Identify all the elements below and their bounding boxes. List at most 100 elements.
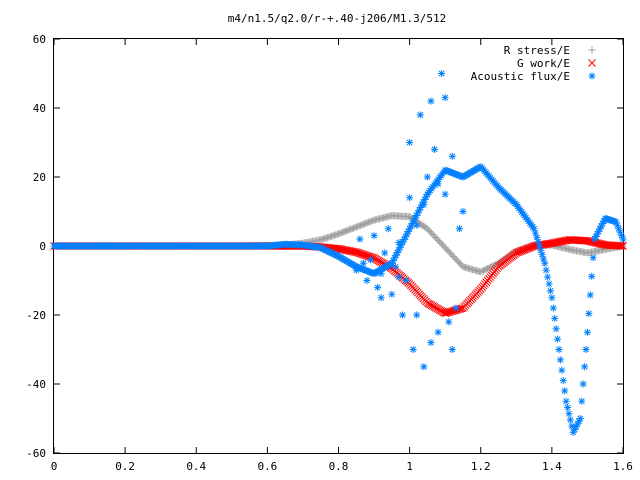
data-point — [619, 242, 627, 250]
data-point — [448, 346, 456, 353]
data-point — [617, 242, 626, 250]
data-point — [381, 249, 389, 257]
data-point — [431, 145, 439, 153]
data-point — [551, 314, 559, 322]
data-point — [581, 363, 589, 371]
y-tick-label: -20 — [26, 309, 46, 322]
data-point — [513, 248, 522, 257]
x-tick-label: 1.4 — [542, 460, 562, 473]
data-point — [558, 366, 566, 374]
y-tick-label: -40 — [26, 378, 46, 391]
series-2 — [50, 163, 627, 436]
data-point — [548, 294, 556, 302]
legend-marker — [588, 72, 596, 80]
data-point — [545, 280, 553, 288]
x-tick-label: 0.8 — [329, 460, 349, 473]
data-point — [357, 250, 366, 258]
data-point — [406, 194, 414, 202]
x-tick-label: 0.6 — [257, 460, 277, 473]
data-point — [566, 416, 574, 424]
data-point — [416, 111, 424, 119]
data-point — [384, 225, 392, 233]
data-point — [360, 251, 369, 259]
data-point — [413, 221, 421, 229]
data-point — [399, 311, 407, 319]
data-point — [562, 397, 570, 405]
data-point — [455, 225, 463, 233]
data-point — [395, 239, 403, 247]
data-point — [434, 180, 442, 188]
data-point — [552, 325, 560, 333]
data-point — [366, 252, 374, 261]
data-point — [520, 245, 529, 254]
data-point — [588, 272, 596, 280]
data-point — [359, 259, 367, 267]
y-tick-label: 60 — [33, 33, 46, 46]
y-tick-label: 40 — [33, 102, 46, 115]
data-point — [356, 249, 365, 258]
data-point — [526, 243, 534, 252]
data-point — [434, 328, 442, 336]
data-point — [353, 248, 362, 257]
data-point — [423, 173, 431, 181]
legend-label: Acoustic flux/E — [471, 70, 570, 83]
data-point — [359, 250, 367, 259]
y-tick-label: 0 — [39, 240, 46, 253]
data-point — [406, 139, 414, 146]
data-point — [549, 304, 557, 312]
data-point — [377, 270, 385, 278]
data-point — [556, 356, 564, 364]
data-point — [448, 152, 456, 160]
data-point — [441, 190, 449, 198]
data-point — [544, 273, 552, 281]
plot-area — [50, 70, 627, 436]
data-point — [409, 346, 417, 353]
data-point — [512, 249, 521, 257]
data-point — [402, 277, 410, 284]
data-point — [565, 410, 573, 418]
data-point — [554, 335, 562, 343]
data-point — [578, 397, 586, 405]
data-point — [352, 266, 360, 274]
data-point — [356, 235, 364, 243]
data-point — [523, 244, 532, 253]
data-point — [515, 247, 523, 256]
data-point — [582, 346, 590, 353]
data-point — [586, 291, 594, 299]
data-point — [367, 256, 375, 264]
x-tick-label: 0.4 — [186, 460, 206, 473]
data-point — [524, 244, 533, 252]
data-point — [541, 259, 549, 267]
data-point — [420, 363, 428, 371]
data-point — [459, 208, 467, 215]
data-point — [438, 70, 446, 77]
data-point — [377, 294, 385, 302]
data-point — [519, 246, 528, 255]
x-tick-label: 0 — [51, 460, 58, 473]
data-point — [395, 273, 403, 281]
data-point — [589, 254, 597, 262]
data-point — [616, 241, 625, 250]
data-point — [522, 245, 530, 254]
data-point — [374, 283, 382, 291]
data-point — [363, 277, 371, 284]
legend-label: G work/E — [517, 57, 570, 70]
data-point — [420, 201, 428, 209]
legend-marker — [588, 59, 596, 67]
data-point — [564, 403, 572, 411]
data-point — [370, 232, 378, 240]
data-point — [355, 249, 363, 257]
data-point — [445, 318, 453, 326]
data-point — [619, 235, 627, 243]
series-3 — [352, 70, 467, 371]
data-point — [559, 377, 567, 385]
data-point — [388, 290, 396, 298]
x-axis: 0 0.2 0.4 0.6 0.8 1 1.2 1.4 1.6 — [51, 39, 633, 473]
legend-label: R stress/E — [504, 44, 570, 57]
chart-title: m4/n1.5/q2.0/r-+.40-j206/M1.3/512 — [228, 12, 447, 25]
data-point — [583, 328, 591, 336]
data-point — [585, 310, 593, 318]
data-point — [391, 263, 399, 271]
